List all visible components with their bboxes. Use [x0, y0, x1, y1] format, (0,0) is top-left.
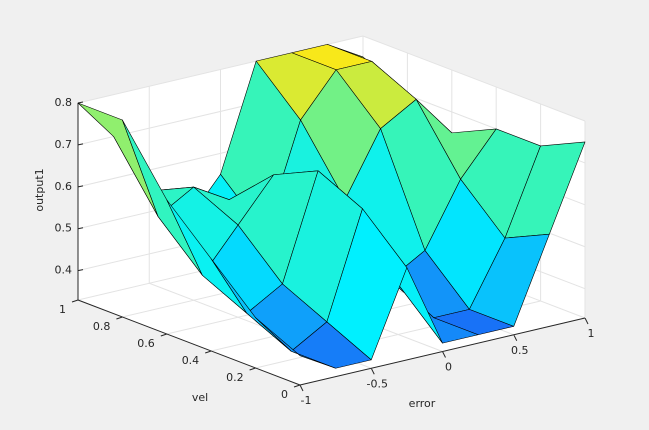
x-tick-label: -1: [301, 394, 312, 407]
tick-mark: [205, 350, 212, 354]
tick-mark: [299, 384, 304, 392]
grid-line: [362, 35, 586, 122]
tick-mark: [370, 368, 375, 375]
y-tick-label: 0.2: [226, 371, 244, 384]
tick-mark: [293, 384, 301, 388]
tick-mark: [77, 185, 84, 188]
y-tick-label: 0: [281, 388, 288, 401]
x-axis-label: error: [409, 397, 436, 410]
tick-mark: [584, 317, 589, 325]
tick-mark: [442, 351, 446, 358]
tick-mark: [513, 334, 518, 341]
axis-line: [77, 299, 301, 386]
z-tick-label: 0.6: [55, 180, 73, 193]
y-tick-label: 0.8: [93, 320, 111, 333]
x-tick-label: 1: [588, 327, 595, 340]
tick-mark: [77, 101, 84, 104]
y-tick-label: 0.4: [182, 354, 200, 367]
y-tick-label: 1: [59, 303, 66, 316]
tick-mark: [77, 227, 84, 230]
z-tick-label: 0.7: [55, 138, 73, 151]
y-axis-label: vel: [192, 391, 208, 404]
tick-mark: [116, 316, 123, 320]
tick-mark: [71, 299, 79, 303]
tick-mark: [160, 333, 167, 337]
z-tick-label: 0.5: [55, 222, 73, 235]
y-tick-label: 0.6: [137, 337, 155, 350]
z-tick-label: 0.8: [55, 96, 73, 109]
surface-patch: [255, 317, 336, 369]
tick-mark: [249, 367, 256, 371]
tick-mark: [77, 269, 84, 272]
z-axis-label: output1: [33, 168, 46, 211]
x-tick-label: -0.5: [367, 377, 388, 390]
z-tick-label: 0.4: [55, 264, 73, 277]
axis-line: [299, 317, 586, 386]
tick-mark: [77, 143, 84, 146]
x-tick-label: 0.5: [511, 344, 529, 357]
x-tick-label: 0: [445, 361, 452, 374]
